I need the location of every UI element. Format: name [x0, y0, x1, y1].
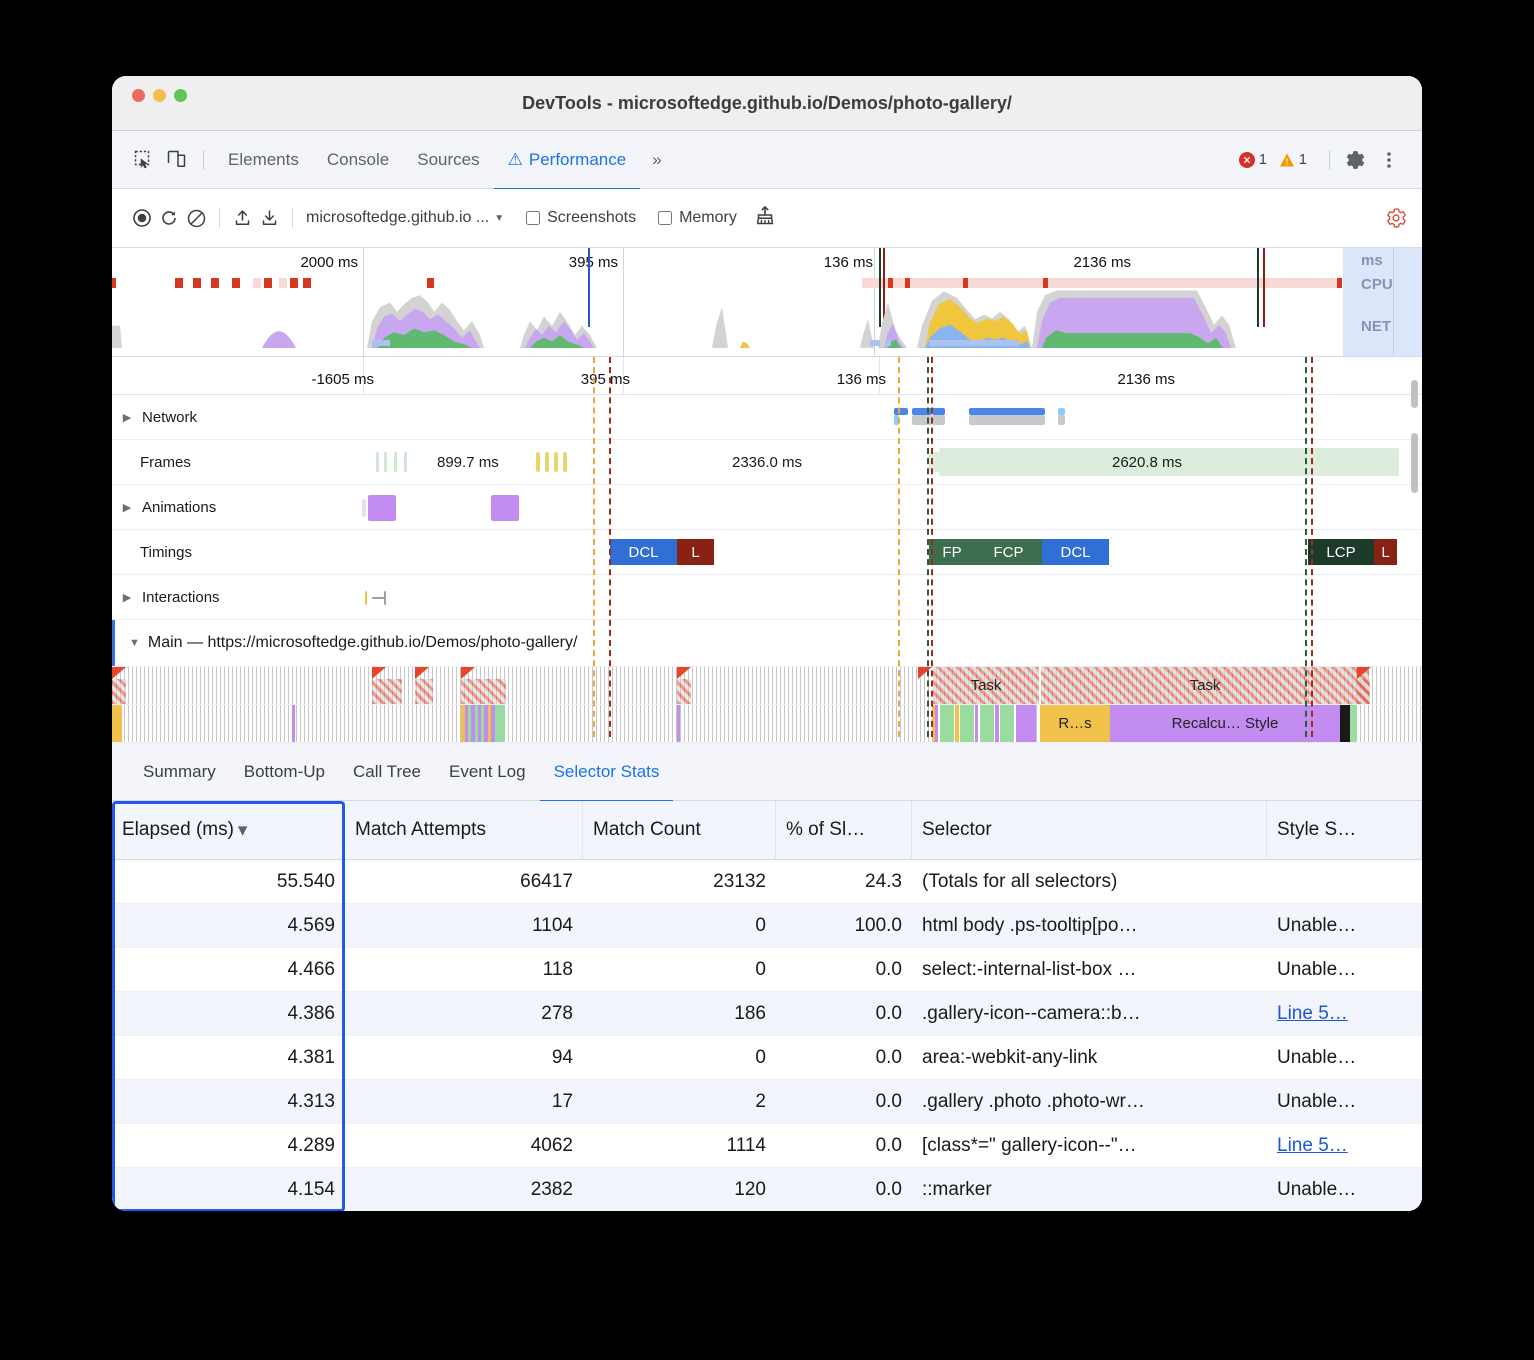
svg-text:!: ! [1286, 157, 1289, 166]
